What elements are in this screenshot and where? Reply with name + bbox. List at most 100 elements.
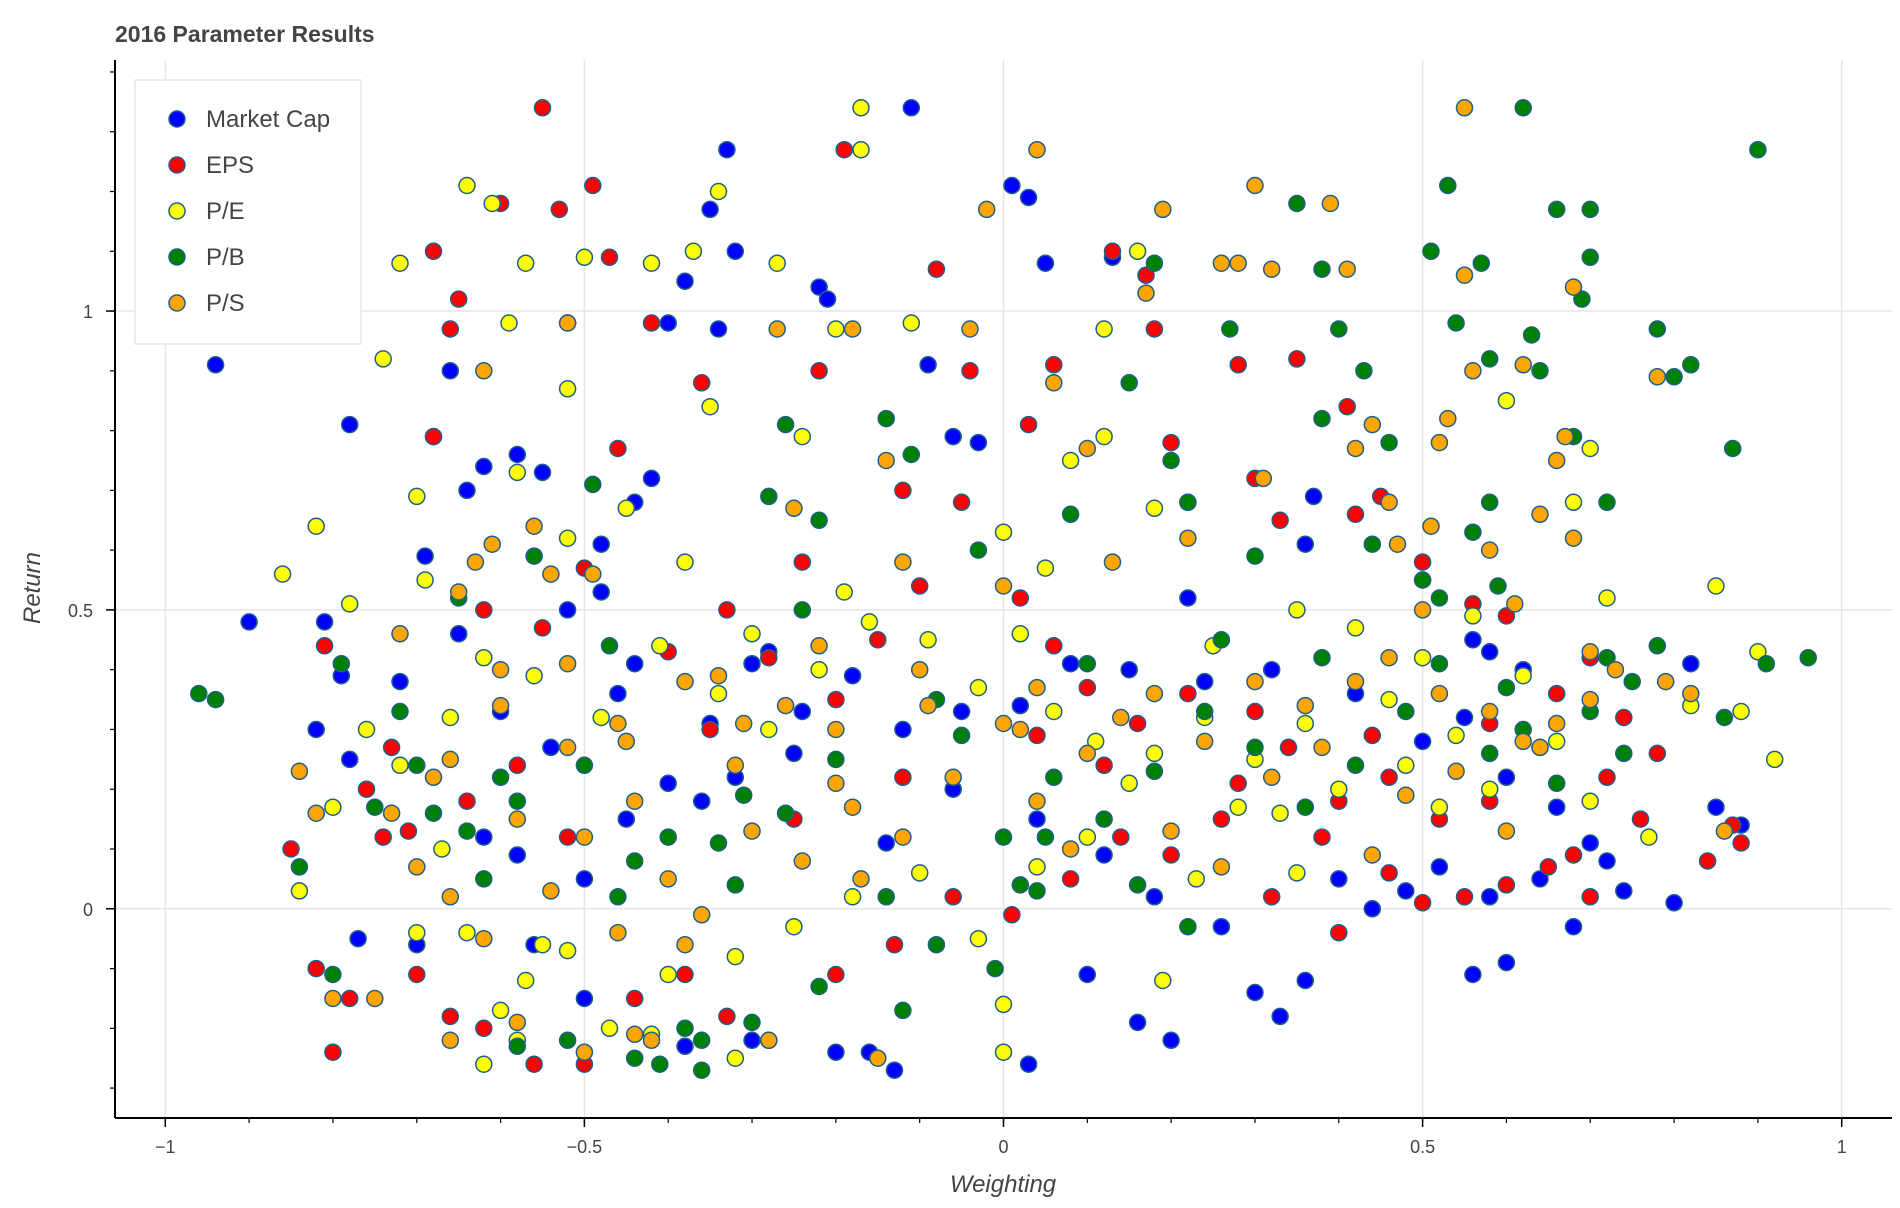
- data-point-p-e: [1581, 439, 1599, 458]
- data-point-p-e: [1011, 625, 1030, 643]
- data-point-eps: [1363, 726, 1382, 745]
- y-axis-label: Return: [19, 552, 46, 624]
- data-point-p-e: [475, 1055, 493, 1073]
- data-point-p-e: [726, 947, 745, 966]
- data-point-p-s: [441, 888, 460, 906]
- data-point-market-cap: [1598, 852, 1616, 870]
- data-point-p-s: [743, 822, 761, 840]
- data-point-p-b: [676, 1019, 694, 1038]
- data-point-p-s: [919, 696, 937, 715]
- data-point-p-e: [1430, 798, 1449, 816]
- data-point-eps: [315, 637, 334, 655]
- data-point-eps: [827, 965, 845, 984]
- data-point-eps: [1112, 828, 1130, 846]
- data-point-p-b: [692, 1031, 711, 1050]
- data-point-market-cap: [1011, 696, 1030, 715]
- data-point-eps: [1262, 888, 1281, 906]
- data-point-p-s: [1455, 99, 1474, 117]
- data-point-p-s: [827, 774, 845, 793]
- data-point-eps: [282, 840, 300, 858]
- data-point-market-cap: [1480, 888, 1499, 906]
- data-point-p-b: [1330, 320, 1348, 338]
- data-point-eps: [533, 619, 552, 637]
- data-point-p-e: [994, 995, 1013, 1014]
- data-point-p-b: [776, 804, 795, 822]
- data-point-p-s: [584, 565, 602, 583]
- data-point-p-b: [609, 888, 627, 906]
- data-point-market-cap: [843, 666, 862, 685]
- data-point-eps: [718, 601, 736, 619]
- data-point-p-s: [1346, 672, 1365, 691]
- data-point-p-s: [1380, 648, 1398, 667]
- data-point-p-s: [408, 858, 426, 876]
- data-point-p-e: [701, 397, 719, 416]
- data-point-eps: [718, 1007, 736, 1026]
- data-point-p-s: [852, 870, 870, 888]
- data-point-eps: [1564, 846, 1583, 864]
- data-point-p-b: [894, 1001, 912, 1020]
- data-point-p-e: [617, 499, 636, 518]
- data-point-p-s: [366, 989, 384, 1008]
- data-point-p-b: [1522, 326, 1541, 344]
- data-point-p-e: [1061, 451, 1080, 470]
- data-point-p-e: [1514, 666, 1532, 685]
- data-point-p-s: [1246, 176, 1264, 195]
- data-point-market-cap: [1330, 870, 1348, 888]
- data-point-p-b: [1145, 254, 1164, 272]
- data-point-market-cap: [743, 654, 761, 673]
- data-point-market-cap: [1212, 917, 1231, 936]
- data-point-p-b: [1313, 260, 1331, 278]
- data-point-market-cap: [609, 684, 627, 703]
- data-point-p-b: [206, 690, 225, 709]
- data-point-eps: [399, 822, 418, 840]
- data-point-eps: [1547, 684, 1566, 703]
- y-tick-label: 0: [83, 900, 93, 920]
- data-point-eps: [835, 140, 853, 159]
- data-point-p-s: [1514, 356, 1532, 374]
- data-point-p-e: [575, 248, 594, 267]
- data-point-market-cap: [1095, 846, 1113, 864]
- data-point-p-e: [1145, 744, 1164, 763]
- data-point-p-s: [1195, 732, 1214, 751]
- data-point-p-b: [1598, 648, 1616, 667]
- data-point-p-s: [625, 792, 644, 810]
- data-point-p-e: [651, 637, 669, 655]
- data-point-p-s: [1547, 714, 1566, 733]
- data-point-p-s: [558, 738, 577, 757]
- data-point-market-cap: [1262, 660, 1281, 679]
- data-point-p-e: [684, 242, 703, 261]
- data-point-p-s: [1363, 846, 1382, 864]
- data-point-p-s: [910, 660, 929, 679]
- data-point-p-e: [1271, 804, 1289, 822]
- data-point-p-s: [760, 1031, 778, 1050]
- data-point-market-cap: [793, 702, 812, 721]
- data-point-p-s: [1137, 284, 1155, 302]
- data-point-p-b: [734, 786, 753, 804]
- data-point-p-b: [1749, 140, 1767, 159]
- data-point-p-e: [408, 923, 426, 942]
- data-point-p-b: [1346, 756, 1365, 775]
- data-point-market-cap: [676, 1037, 694, 1056]
- data-point-p-s: [768, 320, 786, 338]
- data-point-p-b: [1573, 290, 1591, 308]
- data-point-market-cap: [1304, 487, 1323, 506]
- data-point-p-e: [919, 631, 937, 649]
- data-point-market-cap: [944, 427, 962, 446]
- data-point-p-e: [1036, 559, 1055, 577]
- data-point-p-s: [1346, 439, 1365, 458]
- data-point-p-s: [1430, 433, 1449, 452]
- data-point-p-b: [1497, 678, 1516, 697]
- data-point-p-s: [1564, 278, 1583, 296]
- data-point-eps: [1497, 607, 1516, 625]
- data-point-p-s: [1296, 696, 1315, 715]
- data-point-p-e: [408, 487, 426, 506]
- data-point-eps: [944, 888, 962, 906]
- x-axis-label: Weighting: [950, 1171, 1057, 1198]
- data-point-p-e: [1640, 828, 1658, 846]
- data-point-p-s: [1388, 535, 1407, 553]
- data-point-p-b: [1581, 248, 1599, 267]
- data-point-p-b: [625, 852, 644, 870]
- data-point-p-e: [1330, 780, 1348, 798]
- data-point-market-cap: [1480, 643, 1499, 661]
